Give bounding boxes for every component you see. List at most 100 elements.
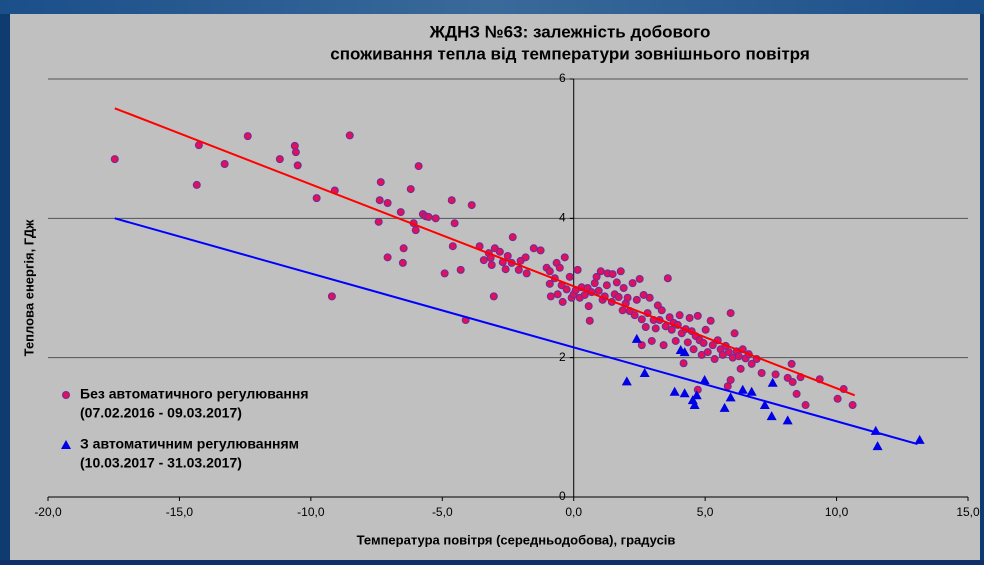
data-point <box>554 291 561 298</box>
data-point <box>566 273 573 280</box>
top-band <box>0 0 984 14</box>
chart-title: споживання тепла від температури зовнішн… <box>330 44 810 63</box>
data-point <box>694 386 701 393</box>
data-point <box>496 248 503 255</box>
data-point <box>624 294 631 301</box>
data-point <box>620 285 627 292</box>
y-tick-label: 4 <box>559 211 566 225</box>
data-point <box>658 307 665 314</box>
data-point <box>609 271 616 278</box>
data-point <box>690 346 697 353</box>
data-point <box>711 356 718 363</box>
data-point <box>585 303 592 310</box>
y-axis-title: Теплова енергія, ГДж <box>21 219 36 356</box>
data-point <box>638 316 645 323</box>
data-point <box>523 270 530 277</box>
data-point <box>547 293 554 300</box>
data-point <box>772 371 779 378</box>
data-point <box>346 132 353 139</box>
data-point <box>680 360 687 367</box>
data-point <box>834 395 841 402</box>
data-point <box>731 330 738 337</box>
data-point <box>425 213 432 220</box>
data-point <box>702 326 709 333</box>
data-point <box>700 340 707 347</box>
data-point <box>563 286 570 293</box>
data-point <box>735 353 742 360</box>
data-point <box>561 254 568 261</box>
chart: ЖДНЗ №63: залежність добового споживання… <box>0 0 984 560</box>
legend-label: Без автоматичного регулювання <box>80 386 309 402</box>
data-point <box>490 293 497 300</box>
x-tick-label: 15,0 <box>956 505 980 519</box>
data-point <box>559 298 566 305</box>
legend-label: З автоматичним регулюванням <box>80 436 299 452</box>
data-point <box>633 296 640 303</box>
data-point <box>652 325 659 332</box>
data-point <box>468 202 475 209</box>
data-point <box>704 349 711 356</box>
data-point <box>328 293 335 300</box>
x-tick-label: 0,0 <box>565 505 582 519</box>
data-point <box>758 369 765 376</box>
data-point <box>276 156 283 163</box>
data-point <box>574 266 581 273</box>
data-point <box>727 376 734 383</box>
data-point <box>530 245 537 252</box>
data-point <box>537 247 544 254</box>
legend-note: (10.03.2017 - 31.03.2017) <box>80 455 242 471</box>
data-point <box>244 133 251 140</box>
data-point <box>376 197 383 204</box>
data-point <box>849 402 856 409</box>
x-tick-label: -5,0 <box>432 505 453 519</box>
data-point <box>432 215 439 222</box>
data-point <box>488 262 495 269</box>
data-point <box>441 270 448 277</box>
data-point <box>613 279 620 286</box>
data-point <box>629 280 636 287</box>
data-point <box>384 200 391 207</box>
data-point <box>802 402 809 409</box>
x-tick-label: -15,0 <box>166 505 194 519</box>
data-point <box>546 268 553 275</box>
data-point <box>515 266 522 273</box>
data-point <box>660 342 667 349</box>
data-point <box>668 326 675 333</box>
data-point <box>615 294 622 301</box>
data-point <box>400 245 407 252</box>
x-tick-label: -20,0 <box>34 505 62 519</box>
data-point <box>676 312 683 319</box>
y-tick-label: 0 <box>559 489 566 503</box>
data-point <box>686 314 693 321</box>
data-point <box>111 156 118 163</box>
data-point <box>646 294 653 301</box>
data-point <box>664 275 671 282</box>
y-tick-label: 6 <box>559 71 566 85</box>
data-point <box>415 163 422 170</box>
data-point <box>448 197 455 204</box>
data-point <box>619 307 626 314</box>
data-point <box>313 195 320 202</box>
data-point <box>793 390 800 397</box>
data-point <box>449 243 456 250</box>
data-point <box>399 259 406 266</box>
legend-note: (07.02.2016 - 09.03.2017) <box>80 405 242 421</box>
data-point <box>727 310 734 317</box>
legend-marker <box>63 392 70 399</box>
data-point <box>457 266 464 273</box>
data-point <box>480 257 487 264</box>
data-point <box>377 179 384 186</box>
data-point <box>504 252 511 259</box>
data-point <box>451 220 458 227</box>
page: ЖДНЗ №63: залежність добового споживання… <box>0 0 984 560</box>
data-point <box>636 275 643 282</box>
data-point <box>412 227 419 234</box>
data-point <box>292 149 299 156</box>
data-point <box>648 337 655 344</box>
x-tick-label: 5,0 <box>697 505 714 519</box>
x-tick-label: -10,0 <box>297 505 325 519</box>
data-point <box>642 324 649 331</box>
chart-title: ЖДНЗ №63: залежність добового <box>429 22 711 41</box>
data-point <box>509 234 516 241</box>
chart-area <box>10 14 980 560</box>
